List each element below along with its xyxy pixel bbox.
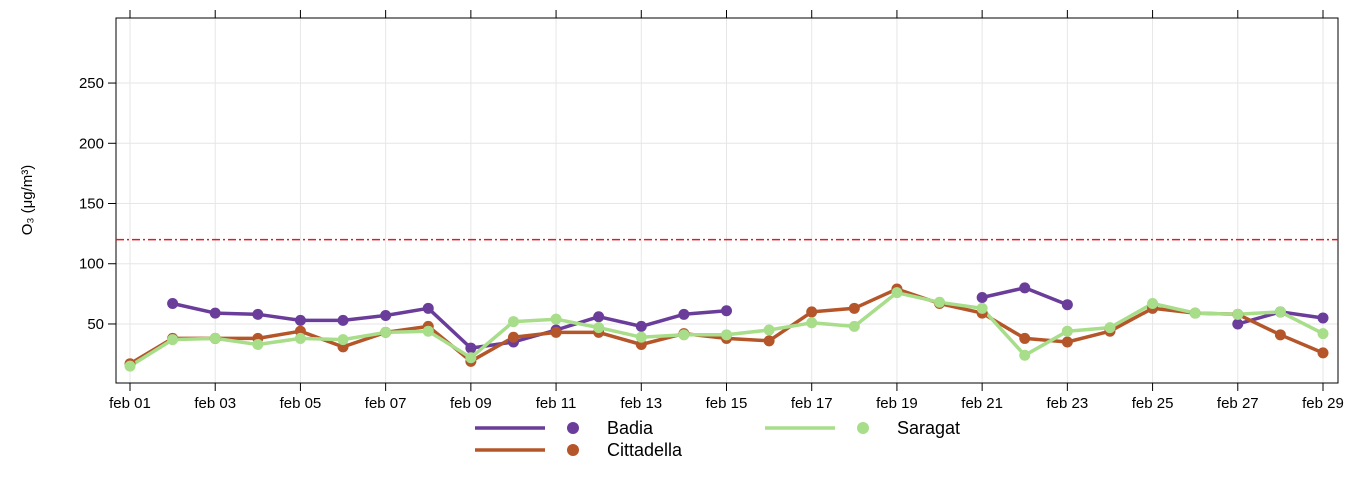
data-point (721, 329, 732, 341)
data-point (848, 320, 860, 332)
x-tick-label: feb 19 (876, 395, 918, 412)
data-point (1274, 329, 1286, 341)
data-point (1232, 308, 1244, 320)
data-point (1317, 312, 1329, 324)
data-point (1061, 336, 1073, 348)
data-point (167, 297, 179, 309)
x-tick-label: feb 11 (536, 395, 577, 412)
data-point (1104, 322, 1116, 334)
data-point (124, 360, 136, 372)
x-tick-label: feb 27 (1217, 395, 1259, 412)
x-tick-label: feb 23 (1046, 395, 1088, 412)
x-tick-label: feb 01 (109, 395, 151, 412)
data-point (976, 291, 988, 303)
y-tick-label: 250 (79, 75, 104, 92)
x-tick-label: feb 29 (1302, 395, 1344, 412)
x-tick-label: feb 13 (620, 395, 662, 412)
data-point (465, 352, 477, 364)
data-point (1274, 306, 1286, 318)
y-axis-label: O₃ (μg/m³) (19, 165, 36, 236)
data-point (1019, 349, 1031, 361)
legend-marker (567, 422, 579, 434)
data-point (593, 311, 605, 323)
x-tick-label: feb 09 (450, 395, 492, 412)
data-point (294, 332, 306, 344)
data-point (1317, 328, 1329, 340)
x-tick-label: feb 05 (280, 395, 322, 412)
data-point (550, 313, 562, 325)
data-point (507, 316, 519, 328)
data-point (337, 334, 349, 346)
x-tick-label: feb 03 (194, 395, 236, 412)
data-point (380, 310, 392, 322)
data-point (806, 306, 818, 318)
data-point (763, 335, 775, 347)
data-point (721, 305, 732, 317)
legend-marker (567, 444, 579, 456)
data-point (976, 302, 988, 314)
data-point (507, 331, 519, 343)
x-tick-label: feb 21 (961, 395, 1003, 412)
data-point (1019, 332, 1031, 344)
x-tick-label: feb 15 (706, 395, 748, 412)
data-point (1232, 318, 1244, 330)
legend-label: Badia (607, 418, 654, 438)
data-point (167, 334, 179, 346)
data-point (209, 332, 221, 344)
data-point (891, 287, 903, 299)
data-point (806, 317, 818, 329)
data-point (252, 308, 264, 320)
x-tick-label: feb 17 (791, 395, 833, 412)
y-tick-label: 200 (79, 135, 104, 152)
data-point (1061, 299, 1073, 311)
y-tick-label: 150 (79, 196, 104, 213)
data-point (550, 326, 562, 338)
data-point (848, 302, 860, 314)
x-tick-label: feb 07 (365, 395, 407, 412)
data-point (1019, 282, 1031, 294)
data-point (380, 326, 392, 338)
data-point (209, 307, 221, 319)
y-tick-label: 50 (87, 316, 104, 333)
legend-marker (857, 422, 869, 434)
data-point (294, 314, 306, 326)
data-point (465, 342, 477, 354)
data-point (252, 338, 264, 350)
legend-label: Cittadella (607, 440, 683, 460)
data-point (1061, 325, 1073, 337)
data-point (422, 302, 434, 314)
data-point (1147, 297, 1159, 309)
x-tick-label: feb 25 (1132, 395, 1174, 412)
data-point (635, 320, 647, 332)
data-point (1189, 307, 1201, 319)
data-point (1317, 347, 1329, 359)
data-point (678, 308, 690, 320)
data-point (422, 325, 434, 337)
data-point (593, 322, 605, 334)
legend-label: Saragat (897, 418, 960, 438)
data-point (337, 314, 349, 326)
data-point (678, 329, 690, 341)
data-point (934, 296, 946, 308)
data-point (763, 324, 775, 336)
plot-frame (115, 17, 1339, 384)
data-point (635, 331, 647, 343)
y-tick-label: 100 (79, 256, 104, 273)
